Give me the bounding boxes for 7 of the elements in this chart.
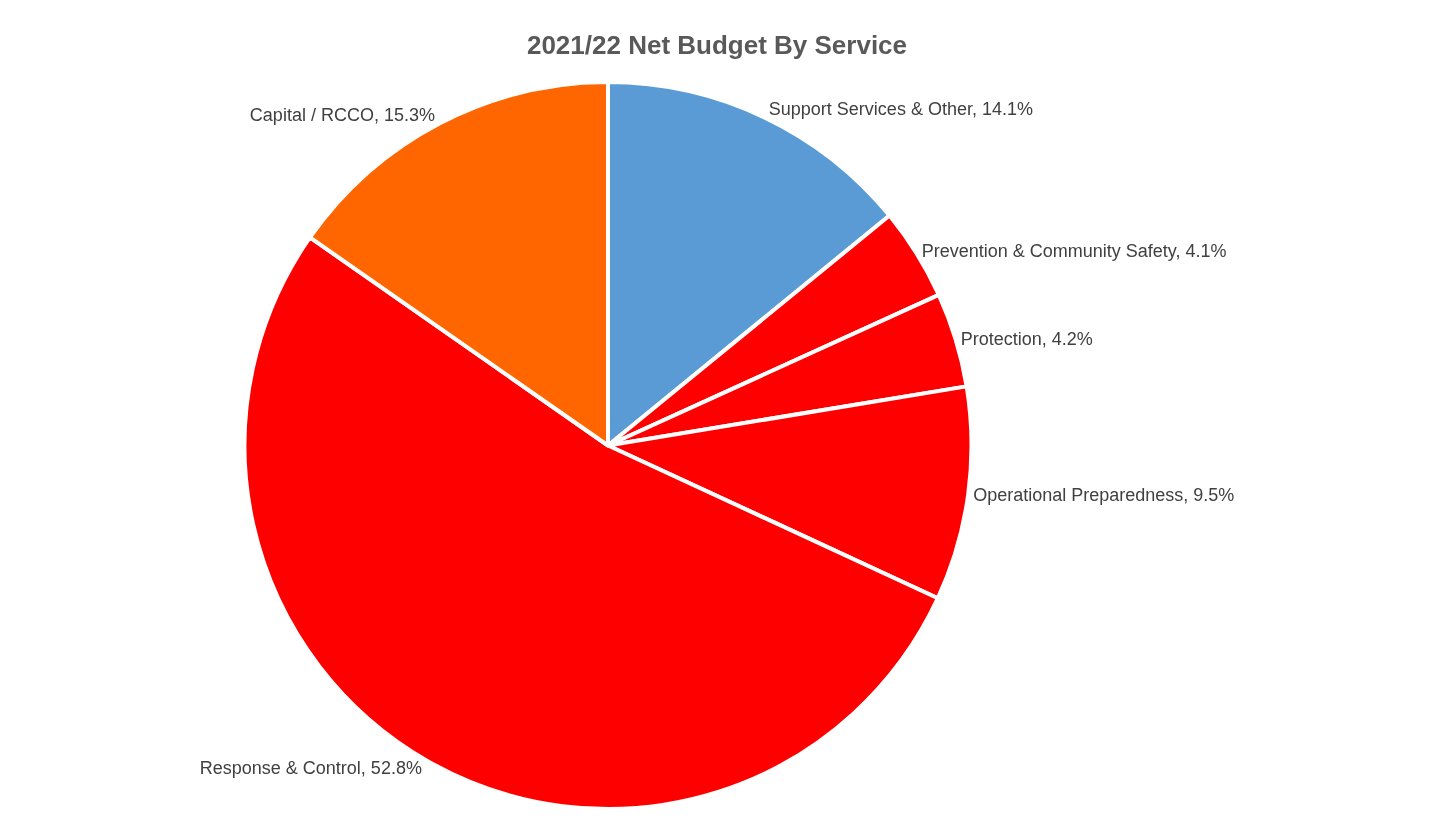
slice-label: Support Services & Other, 14.1% (768, 98, 1033, 119)
slice-label: Protection, 4.2% (960, 328, 1093, 349)
chart-title: 2021/22 Net Budget By Service (526, 30, 908, 61)
slice-label: Response & Control, 52.8% (199, 758, 422, 779)
slice-label: Prevention & Community Safety, 4.1% (921, 240, 1227, 261)
slice-label: Capital / RCCO, 15.3% (249, 105, 435, 126)
slice-label: Operational Preparedness, 9.5% (973, 484, 1235, 505)
